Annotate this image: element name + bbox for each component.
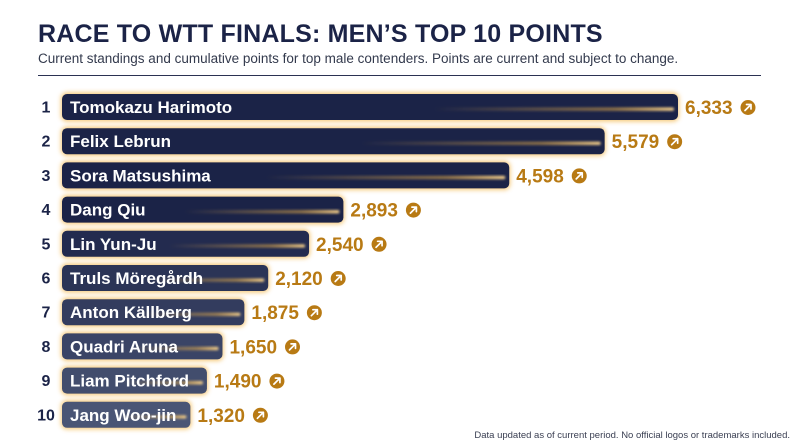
rank-label: 5 bbox=[42, 236, 51, 253]
rank-label: 9 bbox=[42, 373, 51, 390]
bar bbox=[62, 196, 344, 223]
bar-highlight bbox=[115, 415, 187, 419]
rank-label: 4 bbox=[42, 202, 51, 219]
bar-highlight bbox=[150, 278, 265, 282]
player-name: Tomokazu Harimoto bbox=[70, 98, 232, 117]
rank-label: 1 bbox=[42, 100, 51, 117]
bar bbox=[62, 128, 605, 155]
trend-icon-arrow bbox=[256, 411, 265, 420]
bar-row: 1 Tomokazu Harimoto 6,333 bbox=[42, 92, 756, 122]
bar-row: 7 Anton Källberg 1,875 bbox=[42, 297, 322, 327]
arrow-up-right-icon bbox=[306, 305, 322, 321]
player-name: Quadri Aruna bbox=[70, 337, 179, 356]
bar-row: 9 Liam Pitchford 1,490 bbox=[42, 366, 285, 396]
value-label: 2,540 bbox=[316, 235, 364, 256]
rank-label: 7 bbox=[42, 305, 51, 322]
rank-label: 6 bbox=[42, 271, 51, 288]
bar-row: 6 Truls Möregårdh 2,120 bbox=[42, 263, 346, 293]
value-label: 4,598 bbox=[516, 166, 564, 187]
bar-highlight bbox=[130, 346, 219, 351]
player-name: Felix Lebrun bbox=[70, 132, 171, 151]
arrow-up-right-icon bbox=[252, 407, 268, 423]
trend-icon-arrow bbox=[670, 137, 679, 146]
bar bbox=[62, 230, 310, 257]
value-label: 5,579 bbox=[612, 132, 660, 153]
arrow-up-right-icon bbox=[740, 100, 756, 115]
rank-label: 2 bbox=[42, 134, 51, 151]
value-label: 6,333 bbox=[685, 98, 733, 119]
rank-label: 8 bbox=[42, 339, 51, 356]
value-label: 1,875 bbox=[251, 303, 299, 324]
title-divider bbox=[38, 75, 761, 76]
trend-icon-arrow bbox=[310, 308, 319, 317]
arrow-up-right-icon bbox=[571, 168, 587, 184]
value-label: 2,120 bbox=[275, 269, 323, 290]
value-label: 1,320 bbox=[197, 406, 245, 427]
trend-icon-arrow bbox=[575, 172, 584, 180]
bar bbox=[62, 265, 269, 291]
footnote: Data updated as of current period. No of… bbox=[474, 430, 790, 441]
trend-icon-arrow bbox=[744, 103, 752, 112]
arrow-up-right-icon bbox=[330, 271, 346, 286]
trend-icon-arrow bbox=[273, 377, 281, 385]
player-name: Jang Woo-jin bbox=[70, 406, 176, 425]
chart-title: RACE TO WTT FINALS: MEN’S TOP 10 POINTS bbox=[38, 20, 603, 48]
bar bbox=[62, 299, 245, 326]
bar-highlight bbox=[360, 141, 601, 145]
bar-row: 4 Dang Qiu 2,893 bbox=[42, 195, 421, 225]
arrow-up-right-icon bbox=[667, 134, 683, 150]
bar-row: 2 Felix Lebrun 5,579 bbox=[42, 126, 683, 156]
value-label: 1,490 bbox=[214, 372, 262, 393]
player-name: Lin Yun-Ju bbox=[70, 235, 157, 254]
bar bbox=[62, 401, 191, 428]
arrow-up-right-icon bbox=[371, 236, 387, 252]
bar-row: 3 Sora Matsushima 4,598 bbox=[42, 160, 587, 190]
value-label: 2,893 bbox=[350, 201, 398, 222]
bar bbox=[62, 333, 223, 360]
bar bbox=[62, 367, 207, 394]
trend-icon-arrow bbox=[409, 206, 418, 214]
player-name: Anton Källberg bbox=[70, 303, 192, 322]
bar-row: 5 Lin Yun-Ju 2,540 bbox=[42, 229, 387, 259]
arrow-up-right-icon bbox=[284, 339, 300, 355]
chart-subtitle: Current standings and cumulative points … bbox=[38, 51, 679, 66]
player-name: Liam Pitchford bbox=[70, 372, 189, 391]
bar-highlight bbox=[169, 244, 306, 248]
bar bbox=[62, 94, 678, 120]
arrow-up-right-icon bbox=[405, 202, 421, 218]
bar-highlight bbox=[184, 210, 340, 214]
rank-label: 10 bbox=[37, 407, 55, 424]
bar-highlight bbox=[140, 312, 241, 316]
bar-highlight bbox=[434, 107, 674, 111]
player-name: Truls Möregårdh bbox=[70, 269, 203, 288]
player-name: Sora Matsushima bbox=[70, 166, 211, 185]
arrow-up-right-icon bbox=[269, 373, 285, 389]
trend-icon-arrow bbox=[375, 240, 383, 249]
bar-highlight bbox=[123, 381, 203, 385]
value-label: 1,650 bbox=[229, 337, 277, 358]
bar-highlight bbox=[265, 175, 506, 180]
bar-row: 10 Jang Woo-jin 1,320 bbox=[37, 400, 268, 430]
trend-icon-arrow bbox=[334, 274, 343, 283]
player-name: Dang Qiu bbox=[70, 201, 146, 220]
rank-label: 3 bbox=[42, 168, 51, 185]
bar bbox=[62, 162, 510, 189]
trend-icon-arrow bbox=[288, 343, 297, 351]
bar-row: 8 Quadri Aruna 1,650 bbox=[42, 331, 300, 361]
